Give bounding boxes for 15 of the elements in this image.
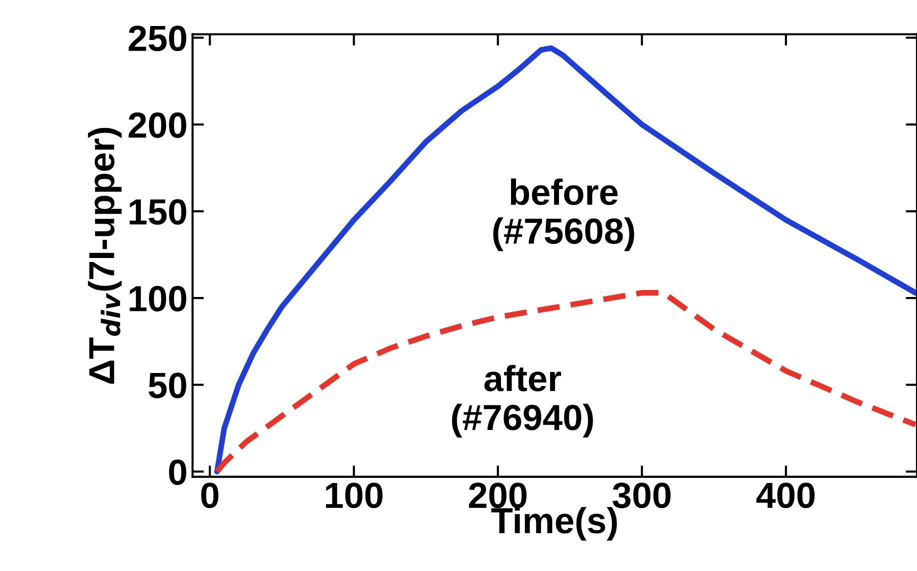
y-tick-label: 150 [130, 199, 186, 225]
y-tick-label: 200 [128, 112, 186, 138]
y-tick-label: 250 [128, 26, 186, 52]
x-tick-label: 300 [612, 482, 671, 508]
y-tick-label: 50 [148, 372, 186, 398]
y-axis-title: ΔT$_{div}$(7I-upper) [88, 128, 122, 384]
y-tick-label: 100 [130, 286, 186, 312]
x-tick-label: 400 [756, 482, 815, 508]
x-tick-label: 0 [201, 482, 218, 508]
x-tick-label: 200 [469, 482, 527, 508]
x-axis-title: Time(s) [491, 506, 617, 541]
x-tick-label: 100 [326, 482, 383, 508]
series-label: after (#76940) [452, 364, 593, 438]
y-tick-label: 0 [169, 459, 186, 486]
series-label: before (#75608) [493, 178, 634, 252]
